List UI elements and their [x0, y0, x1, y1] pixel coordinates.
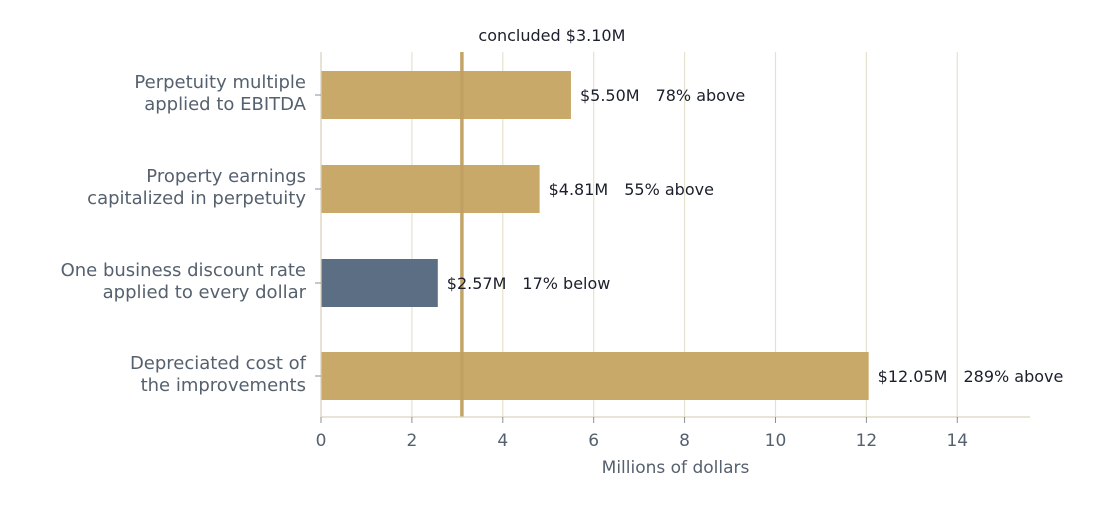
x-tick-label-4: 4: [497, 431, 508, 451]
x-tick-label-8: 8: [679, 431, 690, 451]
bars: [321, 71, 869, 400]
value-label-1: $4.81M: [549, 180, 609, 199]
category-label-3-line-1: the improvements: [141, 375, 306, 396]
bar-2: [321, 259, 438, 307]
bar-0: [321, 71, 571, 119]
axes: [315, 52, 1030, 423]
category-label-1-line-1: capitalized in perpetuity: [87, 188, 306, 209]
category-label-3-line-0: Depreciated cost of: [130, 353, 307, 374]
category-label-0: Perpetuity multiple applied to EBITDA: [134, 72, 306, 115]
value-label-3: $12.05M: [878, 367, 948, 386]
x-axis-title: Millions of dollars: [602, 458, 750, 478]
labels: concluded $3.10M 0 2 4 6 8 10 12 14 Millions of d…: [61, 26, 1064, 478]
x-tick-label-2: 2: [406, 431, 417, 451]
comparison-label-3: 289% above: [963, 367, 1063, 386]
value-label-2: $2.57M: [447, 274, 507, 293]
x-tick-label-10: 10: [765, 431, 787, 451]
category-label-1: Property earnings capitalized in perpetui…: [87, 166, 306, 209]
category-label-2-line-0: One business discount rate: [61, 260, 306, 281]
category-label-0-line-1: applied to EBITDA: [144, 94, 306, 115]
x-tick-label-0: 0: [316, 431, 327, 451]
category-label-0-line-0: Perpetuity multiple: [134, 72, 306, 93]
comparison-label-1: 55% above: [624, 180, 714, 199]
bar-3: [321, 352, 869, 400]
category-label-3: Depreciated cost of the improvements: [130, 353, 307, 396]
x-tick-label-14: 14: [946, 431, 968, 451]
bar-1: [321, 165, 540, 213]
category-label-2-line-1: applied to every dollar: [103, 282, 307, 303]
comparison-label-2: 17% below: [522, 274, 610, 293]
x-tick-label-6: 6: [588, 431, 599, 451]
value-label-0: $5.50M: [580, 86, 640, 105]
comparison-label-0: 78% above: [656, 86, 746, 105]
reference-line-label: concluded $3.10M: [478, 26, 625, 45]
x-tick-label-12: 12: [856, 431, 878, 451]
category-label-1-line-0: Property earnings: [146, 166, 306, 187]
category-label-2: One business discount rate applied to eve…: [61, 260, 307, 303]
